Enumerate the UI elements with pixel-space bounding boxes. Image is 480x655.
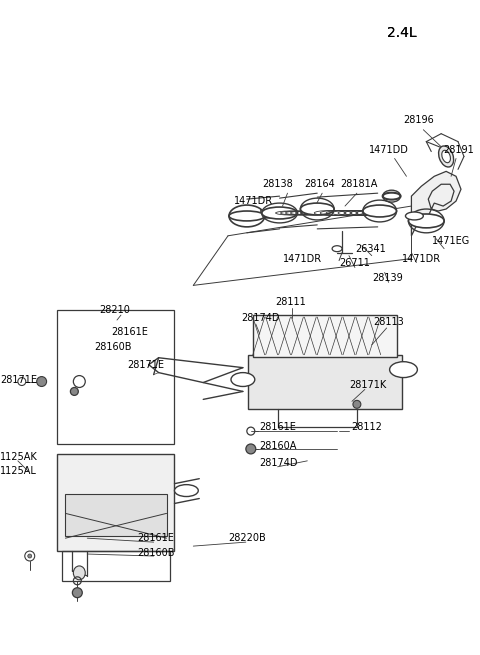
Text: 28181A: 28181A [340,179,377,189]
Text: 28174D: 28174D [241,313,279,323]
Text: 26711: 26711 [339,257,370,267]
Ellipse shape [439,146,454,167]
Text: 28138: 28138 [263,179,293,189]
Ellipse shape [363,205,396,217]
Text: 28171E: 28171E [127,360,164,369]
Text: 28161E: 28161E [260,422,297,432]
Text: 28113: 28113 [373,317,404,327]
Circle shape [25,551,35,561]
Text: 28171E: 28171E [0,375,37,384]
Ellipse shape [262,207,298,219]
Circle shape [73,375,85,388]
Polygon shape [411,172,461,236]
Text: 28160B: 28160B [94,342,132,352]
Circle shape [72,588,82,597]
Text: 28191: 28191 [443,145,474,155]
Circle shape [18,377,26,386]
Bar [58,310,175,444]
Ellipse shape [231,373,255,386]
Text: 28160B: 28160B [137,548,174,558]
Text: 1125AL: 1125AL [0,466,37,476]
Text: 26341: 26341 [355,244,385,253]
Ellipse shape [442,150,450,162]
Text: 28220B: 28220B [228,533,266,543]
Text: 28161E: 28161E [137,533,174,543]
Text: 28210: 28210 [99,305,130,315]
Text: 28111: 28111 [276,297,306,307]
Bar [62,551,169,581]
Ellipse shape [300,203,334,215]
Text: 28139: 28139 [372,273,403,284]
Ellipse shape [229,211,264,221]
Text: 2.4L: 2.4L [386,26,416,39]
Circle shape [36,377,47,386]
Ellipse shape [73,566,85,580]
Ellipse shape [408,214,444,228]
Text: 1471EG: 1471EG [432,236,470,246]
Bar [65,494,167,536]
Ellipse shape [390,362,418,377]
Text: 1471DD: 1471DD [369,145,408,155]
Text: 28161E: 28161E [111,327,148,337]
Circle shape [246,444,256,454]
Circle shape [353,400,361,408]
Text: 1471DR: 1471DR [283,253,322,263]
Text: 2.4L: 2.4L [386,26,416,39]
Text: 28171K: 28171K [349,379,386,390]
Circle shape [71,388,78,396]
Bar [58,454,175,551]
Ellipse shape [406,212,423,220]
Ellipse shape [332,246,342,252]
Text: 1471DR: 1471DR [401,253,441,263]
Circle shape [28,554,32,558]
Bar [253,315,396,357]
Bar [248,355,401,409]
Text: 28160A: 28160A [260,441,297,451]
Ellipse shape [383,193,400,200]
Text: 1471DR: 1471DR [234,196,273,206]
Text: 28112: 28112 [351,422,382,432]
Text: 1125AK: 1125AK [0,452,38,462]
Ellipse shape [175,485,198,496]
Text: 28174D: 28174D [260,458,298,468]
Text: 28196: 28196 [404,115,434,125]
Text: 28164: 28164 [304,179,335,189]
